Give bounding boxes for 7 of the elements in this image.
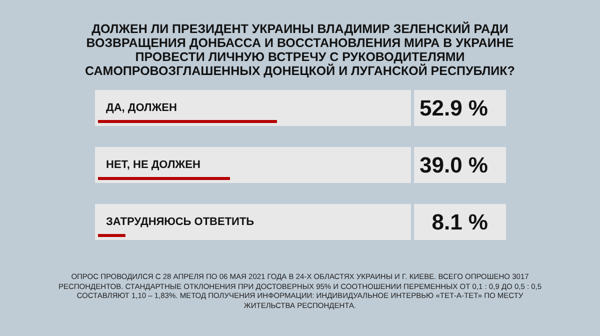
y-tick-label: НЕТ, НЕ ДОЛЖЕН [106,159,200,171]
data-label: 8.1 % [432,210,488,234]
y-tick-label: ЗАТРУДНЯЮСЬ ОТВЕТИТЬ [106,216,254,228]
chart-title: ДОЛЖЕН ЛИ ПРЕЗИДЕНТ УКРАИНЫ ВЛАДИМИР ЗЕЛЕНСКИЙ РАДИ ВОЗВРАЩЕНИЯ ДОНБАССА И ВОССТАНОВЛЕНИЯ МИРА В УКРАИНЕ ПРОВЕСТИ ЛИЧНУЮ ВСТРЕЧУ С РУКОВОДИТЕЛЯМИ САМОПРОВОЗГЛАШЕННЫХ ДОНЕЦКОЙ И ЛУГАНСКОЙ РЕСПУБЛИК? [84,22,516,78]
data-label: 39.0 % [420,152,488,178]
data-label: 52.9 % [420,96,488,120]
y-tick-label: ДА, ДОЛЖЕН [106,102,178,114]
